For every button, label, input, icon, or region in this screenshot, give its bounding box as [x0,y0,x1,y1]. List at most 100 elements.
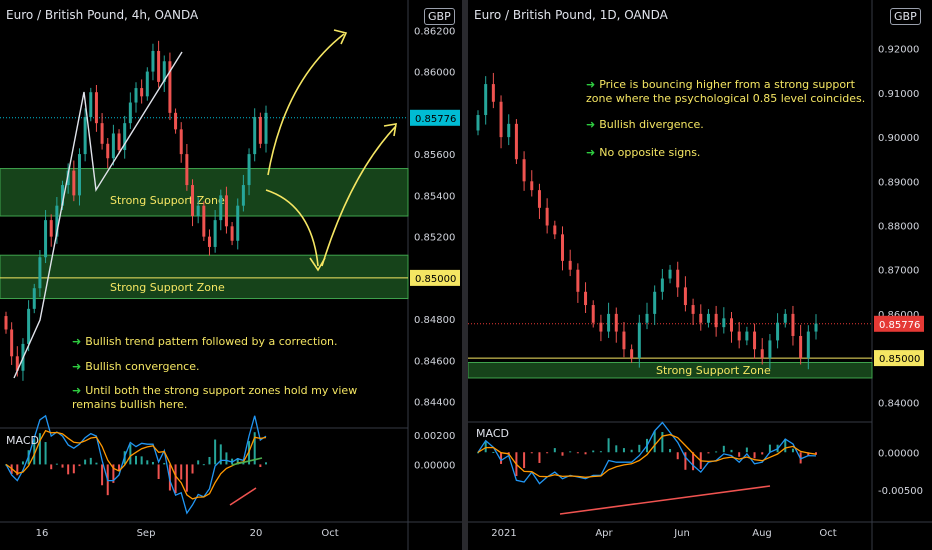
left-macd-histogram-bar [44,442,47,465]
left-candle-body [38,257,42,289]
right-price-tick: 0.92000 [878,45,919,56]
left-macd-histogram-bar [242,462,245,465]
left-macd-histogram-bar [38,433,41,465]
right-candle-body [660,278,664,292]
left-candle-body [32,288,36,309]
right-candle-body [476,115,480,131]
right-time-tick: Apr [595,528,613,539]
right-candle-body [776,322,780,341]
left-candle-body [10,329,14,357]
left-candle-body [241,185,245,206]
left-macd-histogram-bar [253,432,256,465]
right-candle-body [491,84,495,102]
right-candle-body [637,322,641,359]
right-level-price-tag: 0.85000 [879,354,920,365]
green-arrow-icon: ➜ [72,335,82,348]
arrow-head-icon [333,29,348,45]
left-macd-histogram-bar [208,456,211,465]
left-price-tick: 0.85600 [414,150,455,161]
left-candle-body [207,236,211,247]
left-projection-arrow-recover [321,125,397,267]
left-macd-histogram-bar [50,464,53,470]
left-candle-body [55,205,59,237]
right-currency-badge[interactable]: GBP [890,8,921,25]
left-macd-histogram-bar [219,444,222,465]
left-candle-body [66,170,70,186]
left-candle-body [128,102,132,124]
right-price-tick: 0.89000 [878,177,919,188]
right-macd-histogram-bar [653,430,656,453]
left-level-price-tag-bg [410,269,460,286]
left-macd-trend-line [231,457,263,466]
right-chart-panel[interactable]: Strong Support Zone 0.92000 0.91000 0.90000… [468,0,932,550]
right-candle-body [745,331,749,341]
right-macd-histogram-bar [638,444,641,453]
left-candle-body [230,226,234,241]
right-candle-body [799,335,803,359]
right-candle-body [561,234,564,261]
right-candle-body [714,313,718,328]
right-candle-body [530,181,534,191]
left-candle-body [83,116,87,155]
right-candle-body [484,84,488,116]
right-annotation-1: ➜ Price is bouncing higher from a strong … [586,78,866,105]
left-zone-label: Strong Support Zone [110,194,225,207]
left-trend-pattern-lines [13,51,183,379]
green-arrow-icon: ➜ [72,384,82,397]
right-price-tick: 0.86000 [878,310,919,321]
right-price-tick: 0.88000 [878,222,919,233]
left-macd-histogram-bar [78,464,81,467]
right-annotation-2: ➜ Bullish divergence. [586,118,704,131]
left-candle-body [27,308,31,344]
right-candle-body [645,313,649,323]
left-candle-body [253,116,257,155]
left-projection-arrow-down [265,189,319,267]
left-price-tick: 0.84600 [414,356,455,367]
left-macd-tick: 0.00200 [414,431,455,442]
left-chart-panel[interactable]: Strong Support Zone Strong Support Zone 0.… [0,0,462,550]
left-currency-badge[interactable]: GBP [424,8,455,25]
left-annotation-1: ➜ Bullish trend pattern followed by a cor… [72,335,338,348]
right-candle-body [514,123,518,160]
left-macd-histogram-bar [101,464,104,486]
right-candle-body [591,305,595,323]
right-candle-body [607,313,611,332]
left-macd-histogram-bar [214,439,217,465]
right-macd-histogram-bar [553,448,556,453]
left-candle-body [134,88,138,103]
left-macd-histogram-bar [185,464,188,492]
right-time-tick: Jun [673,528,690,539]
right-candle-body [783,313,787,323]
left-annotation-3: ➜ Until both the strong support zones hol… [72,384,358,411]
left-candle-body [44,220,48,258]
right-macd-histogram-bar [768,444,771,453]
left-macd-histogram-bar [16,464,19,476]
left-macd-histogram-bar [197,460,200,465]
right-macd-label: MACD [476,427,509,440]
right-candle-body [622,331,626,350]
right-candle-body [499,101,503,138]
left-candle-body [202,205,206,237]
left-support-zone [0,254,409,300]
right-macd-histogram-bar [669,449,672,453]
right-time-tick: Oct [819,528,836,539]
left-price-tick: 0.85400 [414,191,455,202]
right-candle-body [599,322,603,332]
left-candle-body [4,316,8,330]
right-candle-body [568,260,572,270]
right-candle-body [683,287,687,306]
left-macd-label: MACD [6,434,39,447]
left-macd-histogram-bar [21,461,24,465]
right-candle-body [522,159,526,182]
right-candle-body [553,225,557,235]
right-candle-body [768,340,772,359]
left-macd-line [5,414,267,515]
right-macd-histogram-bar [530,452,533,454]
left-candle-body [258,116,262,144]
left-macd-histogram-bar [118,464,121,471]
right-macd-histogram-bar [492,451,495,453]
right-macd-histogram-bar [538,452,541,463]
right-current-price-tag-bg [874,315,924,332]
left-chart-svg: Strong Support Zone Strong Support Zone 0.… [0,0,462,550]
right-macd-line [477,421,817,485]
